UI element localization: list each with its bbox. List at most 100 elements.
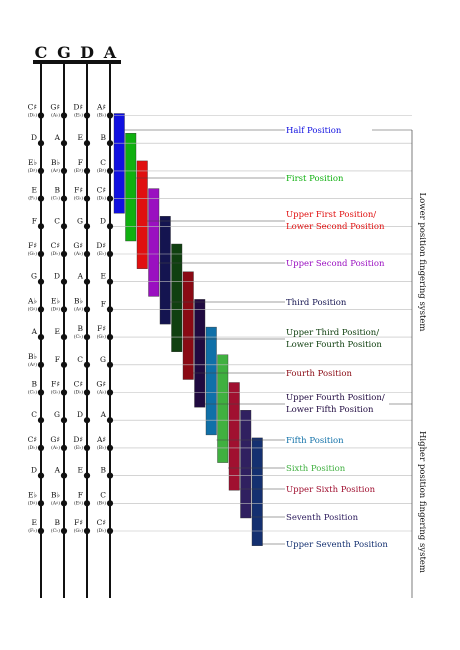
position-bar xyxy=(205,326,217,436)
note-dot xyxy=(83,306,91,313)
note-dot xyxy=(106,250,114,258)
note-dot xyxy=(106,472,114,479)
note-name: C♯ xyxy=(28,435,37,444)
enharmonic-note: (C♭) xyxy=(51,527,60,534)
note-name: G xyxy=(31,272,37,281)
enharmonic-note: (A♯) xyxy=(74,305,83,312)
note-dot xyxy=(83,500,91,507)
position-label: Upper First Position/ xyxy=(286,210,376,220)
position-leader-lines xyxy=(124,129,412,545)
string-name: A xyxy=(103,43,117,62)
note-dot xyxy=(37,250,45,258)
position-bars xyxy=(113,113,263,546)
enharmonic-note: (G♭) xyxy=(74,527,83,534)
note-dot xyxy=(60,112,68,119)
note-dot xyxy=(37,417,45,424)
note-name: E xyxy=(32,518,37,527)
note-name: B xyxy=(54,518,60,527)
note-dot xyxy=(106,223,114,230)
note-dot xyxy=(106,417,114,424)
enharmonic-note: (D♭) xyxy=(28,444,37,451)
note-dot xyxy=(60,306,68,313)
lower-system-label: Lower position fingering system xyxy=(417,193,427,332)
position-bar xyxy=(113,113,125,214)
enharmonic-note: (C♭) xyxy=(74,333,83,340)
note-dot xyxy=(83,527,91,535)
note-name: D♯ xyxy=(73,435,83,444)
note-dot xyxy=(37,112,45,119)
note-name: F♯ xyxy=(74,186,83,195)
note-dot xyxy=(83,167,91,174)
note-name: F♯ xyxy=(97,324,106,333)
note-name: C xyxy=(31,410,37,419)
note-dot xyxy=(60,195,68,202)
note-dot xyxy=(37,389,45,396)
note-dot xyxy=(37,278,45,285)
position-label: Fifth Position xyxy=(286,436,344,446)
note-labels: C♯(D♭)G♯(A♭)D♯(E♭)A♯(B♭)D A E BE♭(D♯)B♭(A♯)… xyxy=(27,103,107,535)
note-name: B xyxy=(100,133,106,142)
note-name: A xyxy=(100,410,107,419)
position-label: Sixth Position xyxy=(286,464,346,474)
position-label: Half Position xyxy=(286,126,342,136)
note-dot xyxy=(106,444,114,451)
note-dot xyxy=(106,361,114,368)
enharmonic-note: (E♯) xyxy=(74,167,83,174)
enharmonic-note: (F♭) xyxy=(28,195,37,202)
note-dot xyxy=(83,472,91,479)
note-dot xyxy=(83,334,91,341)
note-dot xyxy=(83,140,91,147)
enharmonic-note: (E♭) xyxy=(74,444,83,451)
note-name: C xyxy=(100,158,106,167)
note-dot xyxy=(60,140,68,147)
note-name: A♯ xyxy=(96,435,106,444)
note-dot xyxy=(106,500,114,507)
note-name: G♯ xyxy=(73,241,83,250)
position-bar xyxy=(228,382,240,491)
position-label: Seventh Position xyxy=(286,513,359,523)
position-label: Upper Third Position/ xyxy=(286,328,379,338)
enharmonic-note: (E♭) xyxy=(74,112,83,119)
note-dot xyxy=(60,361,68,368)
note-name: A♭ xyxy=(27,296,37,305)
enharmonic-note: (G♭) xyxy=(74,195,83,202)
nut-bar xyxy=(33,60,121,64)
note-name: A xyxy=(31,327,38,336)
enharmonic-note: (D♭) xyxy=(97,195,106,202)
note-dot xyxy=(37,195,45,202)
enharmonic-note: (A♯) xyxy=(51,499,60,506)
note-dot xyxy=(37,527,45,535)
note-name: F xyxy=(78,490,83,499)
note-name: E xyxy=(32,186,37,195)
note-dot xyxy=(60,250,68,258)
enharmonic-note: (D♭) xyxy=(51,250,60,257)
position-bar xyxy=(217,354,229,463)
position-label: Lower Fifth Position xyxy=(286,405,374,415)
note-name: E xyxy=(55,327,60,336)
position-label: Third Position xyxy=(286,298,347,308)
string-lines xyxy=(33,60,121,598)
note-dot xyxy=(37,444,45,451)
note-name: F xyxy=(78,158,83,167)
note-name: C xyxy=(54,216,60,225)
position-bar xyxy=(159,216,171,325)
enharmonic-note: (D♯) xyxy=(28,499,38,506)
enharmonic-note: (B♯) xyxy=(97,499,106,506)
enharmonic-note: (E♭) xyxy=(97,250,106,257)
note-name: E♭ xyxy=(28,158,37,167)
string-name: G xyxy=(57,43,71,62)
note-name: B♭ xyxy=(51,158,60,167)
note-dot xyxy=(106,112,114,119)
note-name: F♯ xyxy=(74,518,83,527)
note-name: F♯ xyxy=(28,241,37,250)
note-name: D♯ xyxy=(96,241,106,250)
string-name: C xyxy=(35,43,48,62)
note-name: F xyxy=(101,299,106,308)
enharmonic-note: (G♭) xyxy=(28,250,37,257)
enharmonic-note: (G♯) xyxy=(28,305,38,312)
note-dot xyxy=(83,444,91,451)
enharmonic-note: (B♭) xyxy=(97,444,106,451)
note-name: C♯ xyxy=(97,186,106,195)
position-label: Upper Seventh Position xyxy=(286,540,388,550)
position-bar xyxy=(125,132,137,242)
